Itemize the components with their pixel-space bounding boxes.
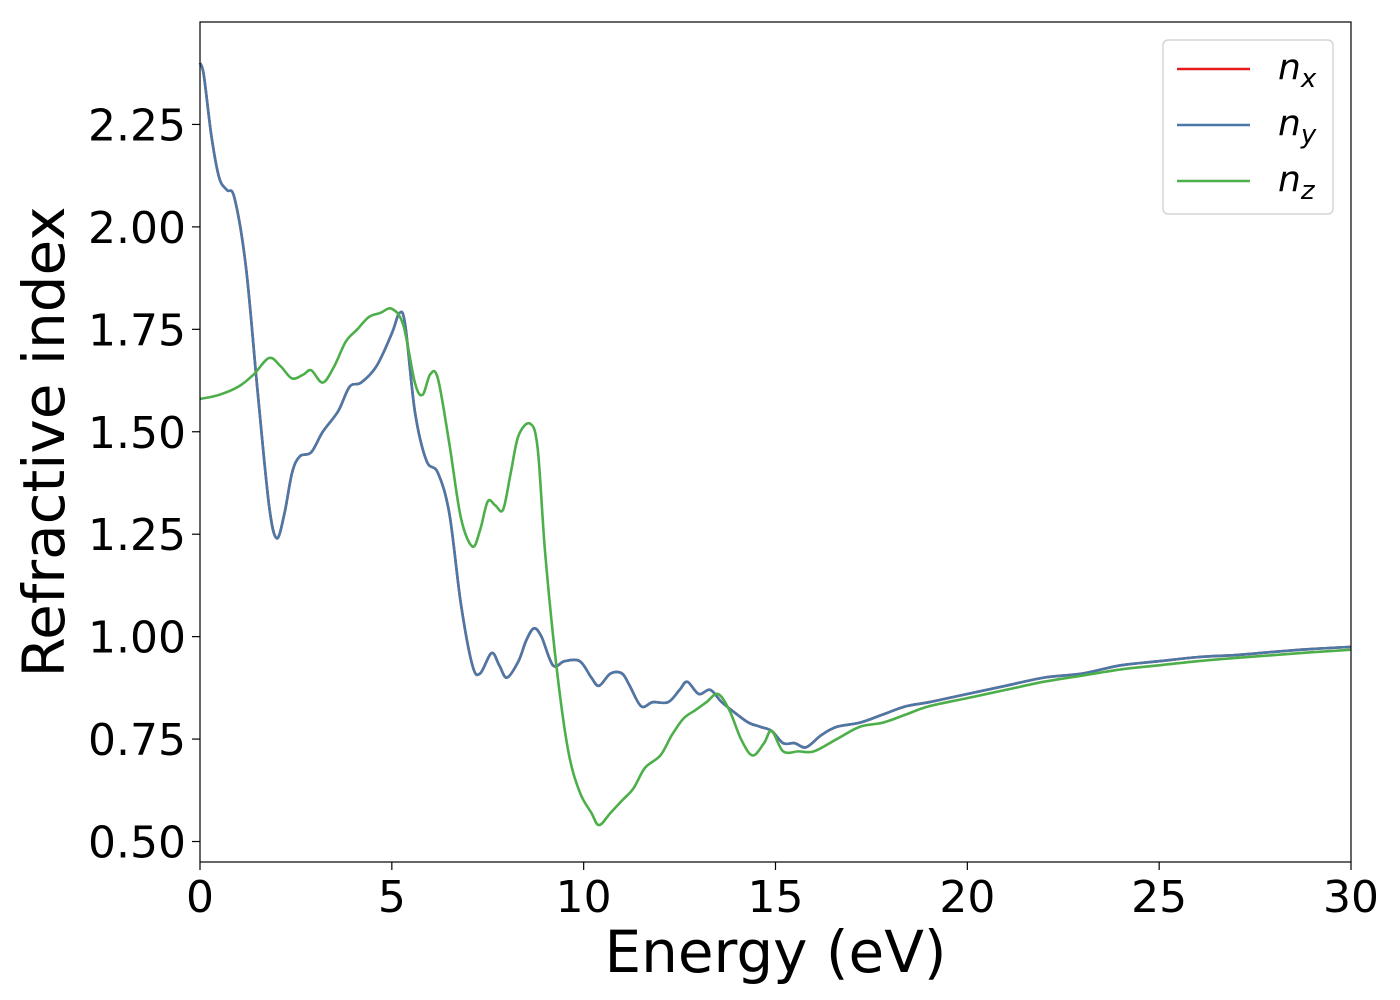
legend-box bbox=[1162, 39, 1334, 215]
y-tick-label: 0.50 bbox=[88, 818, 186, 869]
y-tick-label: 0.75 bbox=[88, 715, 186, 766]
y-tick-label: 1.25 bbox=[88, 510, 186, 561]
y-tick-label: 1.75 bbox=[88, 305, 186, 356]
series-lines bbox=[198, 62, 1352, 827]
series-line-n-y bbox=[198, 62, 1352, 749]
x-tick-label: 20 bbox=[939, 872, 995, 923]
y-tick-label: 1.50 bbox=[88, 408, 186, 459]
y-tick-label: 2.25 bbox=[88, 100, 186, 151]
x-tick-label: 25 bbox=[1131, 872, 1187, 923]
legend-label-n-x: nx bbox=[1278, 47, 1317, 94]
x-axis-ticks: 0 5 10 15 20 25 30 bbox=[186, 862, 1379, 923]
legend: nx ny nz bbox=[1162, 39, 1334, 215]
legend-label-n-y: ny bbox=[1278, 103, 1317, 150]
y-tick-label: 1.00 bbox=[88, 613, 186, 664]
series-line-n-z bbox=[199, 307, 1352, 827]
y-axis-ticks: 0.50 0.75 1.00 1.25 1.50 1.75 2.00 2.25 bbox=[88, 100, 200, 869]
y-tick-label: 2.00 bbox=[88, 203, 186, 254]
y-axis-label: Refractive index bbox=[10, 206, 78, 677]
x-tick-label: 15 bbox=[748, 872, 804, 923]
x-tick-label: 10 bbox=[556, 872, 612, 923]
x-tick-label: 5 bbox=[378, 872, 406, 923]
x-tick-label: 0 bbox=[186, 872, 214, 923]
x-axis-label: Energy (eV) bbox=[604, 918, 946, 986]
legend-label-n-z: nz bbox=[1278, 159, 1316, 206]
x-tick-label: 30 bbox=[1323, 872, 1379, 923]
